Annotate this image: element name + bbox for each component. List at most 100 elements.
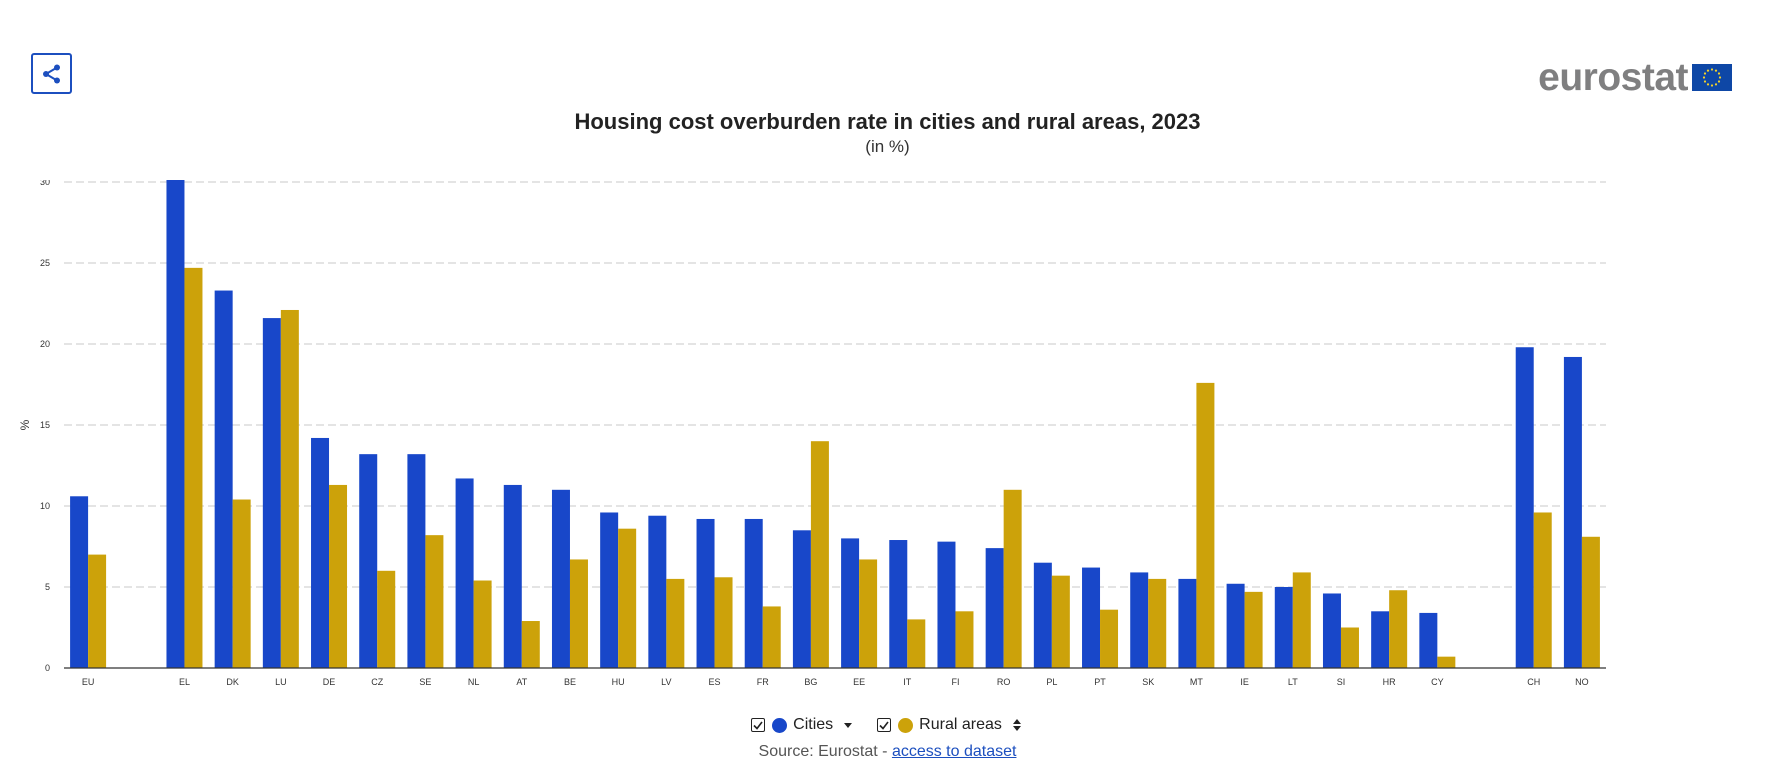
x-tick-label: EU — [82, 677, 95, 687]
source-prefix: Source: Eurostat - — [758, 743, 892, 760]
x-tick-label: PL — [1046, 677, 1057, 687]
bar-rural — [88, 554, 107, 668]
logo-text: eurostat — [1538, 56, 1688, 99]
x-tick-label: DE — [323, 677, 336, 687]
bar-rural — [1051, 575, 1070, 668]
x-tick-label: SK — [1142, 677, 1154, 687]
x-tick-label: LT — [1288, 677, 1298, 687]
x-tick-label: BE — [564, 677, 576, 687]
y-tick-label: 25 — [40, 258, 50, 268]
bar-cities — [1563, 356, 1582, 668]
x-tick-label: DK — [226, 677, 239, 687]
x-tick-label: EE — [853, 677, 865, 687]
bar-cities — [262, 318, 281, 668]
legend-label-rural: Rural areas — [919, 716, 1002, 733]
legend-label-cities: Cities — [793, 716, 834, 733]
bar-cities — [792, 530, 811, 668]
x-tick-label: LV — [661, 677, 671, 687]
x-tick-label: RO — [997, 677, 1011, 687]
y-tick-label: 0 — [45, 663, 50, 673]
bar-rural — [907, 619, 926, 668]
bar-rural — [329, 484, 348, 668]
bar-cities — [1515, 347, 1534, 668]
bar-rural — [1292, 572, 1311, 668]
bar-rural — [1244, 591, 1263, 668]
x-tick-label: NL — [468, 677, 480, 687]
bar-cities — [311, 437, 330, 668]
checkbox-checked-icon[interactable] — [877, 718, 892, 732]
bar-rural — [810, 441, 829, 668]
bar-cities — [1322, 593, 1341, 668]
bar-rural — [232, 499, 251, 668]
bar-cities — [503, 484, 522, 668]
bar-cities — [1274, 587, 1293, 668]
x-tick-label: HR — [1383, 677, 1396, 687]
x-tick-label: AT — [516, 677, 527, 687]
bar-rural — [377, 570, 396, 668]
bar-rural — [1100, 609, 1119, 668]
bar-cities — [889, 540, 908, 668]
bar-rural — [666, 578, 685, 668]
y-tick-label: 10 — [40, 501, 50, 511]
bar-cities — [648, 515, 667, 668]
bar-rural — [762, 606, 781, 668]
y-tick-label: 20 — [40, 339, 50, 349]
bar-cities — [696, 518, 715, 668]
legend-item-cities[interactable]: Cities — [751, 716, 855, 734]
share-button[interactable] — [31, 53, 72, 94]
bar-cities — [551, 489, 570, 668]
bar-rural — [1389, 590, 1408, 668]
source-line: Source: Eurostat - access to dataset — [0, 743, 1775, 761]
bar-rural — [1581, 536, 1600, 668]
cities-color-dot — [772, 717, 788, 733]
bar-rural — [280, 309, 299, 668]
bar-rural — [569, 559, 588, 668]
dataset-link[interactable]: access to dataset — [891, 743, 1017, 760]
bar-rural — [1148, 578, 1167, 668]
bar-rural — [1196, 382, 1215, 668]
x-tick-label: SE — [419, 677, 431, 687]
bar-cities — [70, 496, 89, 668]
bar-rural — [473, 580, 492, 668]
caret-down-icon[interactable] — [841, 718, 855, 732]
bar-cities — [1371, 611, 1390, 668]
x-tick-label: LU — [275, 677, 287, 687]
bar-cities — [455, 478, 474, 668]
x-tick-label: FI — [951, 677, 959, 687]
x-tick-label: IT — [903, 677, 912, 687]
sort-updown-icon[interactable] — [1010, 717, 1024, 733]
bar-cities — [166, 180, 185, 669]
bar-rural — [955, 611, 974, 668]
share-icon — [42, 64, 60, 83]
y-tick-label: 30 — [40, 180, 50, 187]
bar-cities — [1419, 612, 1438, 668]
bar-cities — [1130, 572, 1149, 668]
x-tick-label: NO — [1575, 677, 1589, 687]
bar-rural — [1340, 627, 1359, 668]
legend-item-rural[interactable]: Rural areas — [877, 716, 1024, 734]
bar-cities — [359, 454, 378, 668]
bar-rural — [618, 528, 637, 668]
bar-cities — [1082, 567, 1101, 668]
rural-color-dot — [898, 717, 914, 733]
bar-cities — [407, 454, 426, 668]
bar-rural — [714, 577, 733, 668]
chart-title: Housing cost overburden rate in cities a… — [574, 109, 1201, 134]
bar-cities — [985, 548, 1004, 668]
x-tick-label: MT — [1190, 677, 1203, 687]
bar-cities — [1178, 578, 1197, 668]
x-tick-label: FR — [757, 677, 769, 687]
bar-rural — [1437, 656, 1456, 668]
chart-subtitle: (in %) — [865, 137, 910, 156]
legend: Cities Rural areas — [0, 716, 1775, 734]
x-tick-label: IE — [1240, 677, 1249, 687]
bar-cities — [214, 290, 233, 668]
bar-chart: 0 5 10 15 20 25 30% EU EL DK LU DE CZ SE NL AT BE HU LV ES F… — [18, 180, 1606, 687]
x-tick-label: CZ — [371, 677, 383, 687]
bar-cities — [600, 512, 619, 668]
checkbox-checked-icon[interactable] — [751, 718, 766, 732]
x-tick-label: CY — [1431, 677, 1444, 687]
eurostat-logo: eurostat — [1538, 58, 1732, 97]
y-tick-label: 15 — [40, 420, 50, 430]
bar-rural — [1003, 489, 1022, 668]
